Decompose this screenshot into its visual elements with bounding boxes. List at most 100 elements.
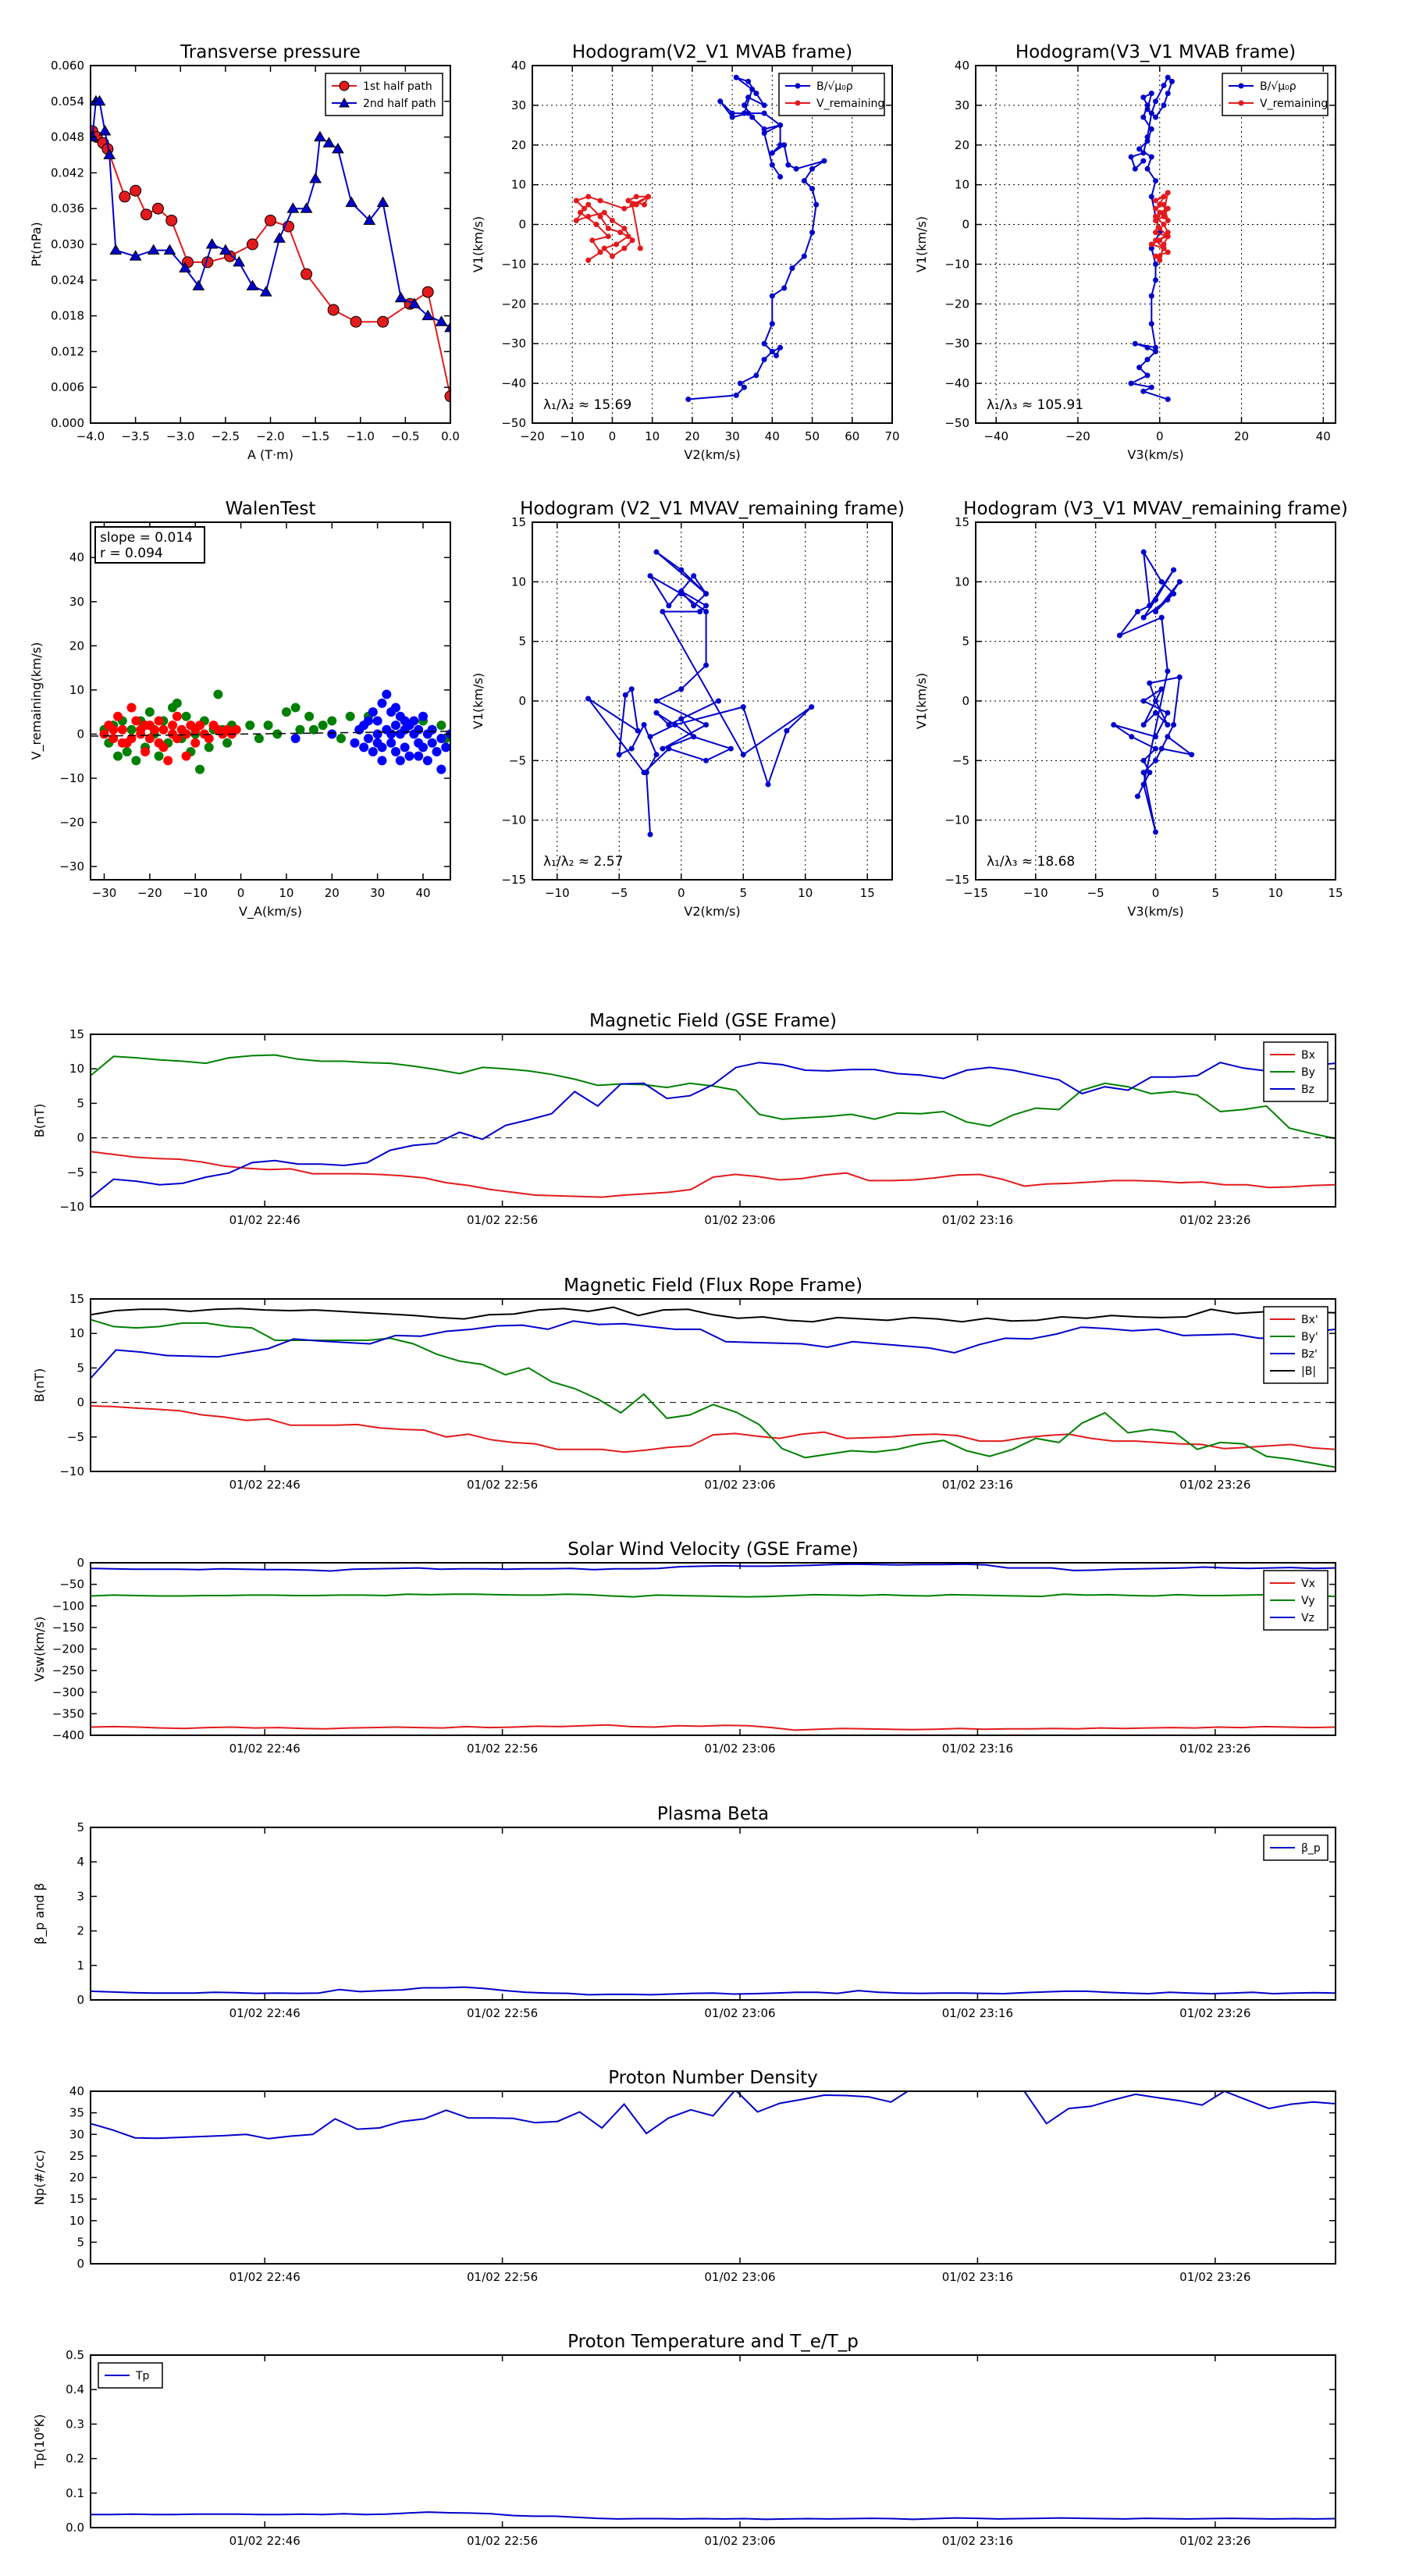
chart-title: Proton Number Density [608,2068,818,2088]
data-point [715,698,721,704]
data-point [1158,745,1165,752]
data-point [290,703,301,713]
annotation: λ₁/λ₂ ≈ 2.57 [543,854,623,870]
y-tick-label: 5 [76,1820,84,1834]
data-point [1153,829,1158,835]
data-point [1165,190,1171,196]
data-point [372,716,382,726]
data-point [1157,257,1163,263]
x-tick-label: −20 [520,429,545,443]
data-point [272,729,283,739]
data-point [233,255,246,267]
data-point [740,704,746,710]
data-point [641,201,647,208]
x-tick-label: −10 [183,886,208,900]
data-point [400,742,410,753]
data-point [1153,710,1158,716]
series-line-Vx [91,1724,1336,1731]
y-tick-label: 10 [511,575,526,589]
data-point [1132,340,1138,347]
data-point [809,229,816,236]
y-tick-label: 0.2 [66,2452,84,2466]
x-axis-label: V2(km/s) [684,904,740,919]
x-tick-label: 5 [1212,886,1220,900]
data-point [1148,91,1154,97]
x-tick-label: 40 [415,886,430,900]
x-tick-label: 01/02 23:26 [1179,1213,1250,1227]
chart-title: Magnetic Field (GSE Frame) [589,1011,837,1031]
data-point [126,724,137,735]
data-point [729,114,735,120]
data-point [1153,237,1158,244]
axes-frame [975,65,1336,424]
data-point [703,757,710,763]
y-axis-label: V1(km/s) [471,216,486,272]
data-point [1153,114,1158,120]
data-point [1161,222,1167,228]
data-point [749,87,756,93]
y-tick-label: 0.048 [51,130,84,144]
data-point [609,217,615,223]
data-point [1153,253,1158,259]
data-point [703,722,710,728]
data-point [777,142,784,148]
data-point [621,205,628,212]
stats-box [94,526,205,564]
data-point [414,751,424,761]
x-tick-label: 01/02 23:06 [704,2006,775,2020]
data-point [131,716,141,726]
data-point [685,396,692,402]
x-tick-label: −2.0 [256,429,284,443]
y-tick-label: 0 [962,218,969,232]
data-point [1140,549,1147,555]
data-point [625,197,631,204]
data-point [621,226,628,232]
data-point [444,321,450,333]
data-point [394,291,407,303]
data-point [733,74,739,80]
x-tick-label: −5 [1087,886,1104,900]
data-point [154,751,164,761]
data-point [1148,384,1154,390]
data-point [1136,146,1143,152]
x-tick-label: 01/02 23:16 [942,1478,1013,1492]
x-axis-label: V_A(km/s) [239,904,302,920]
data-point [436,734,446,744]
data-point [660,609,666,614]
x-tick-label: 30 [370,886,385,900]
data-point [785,162,791,168]
y-tick-label: −5 [952,753,969,767]
data-point [372,738,382,748]
legend-label: V_remaining [1260,98,1328,110]
data-point [172,698,182,708]
data-point [246,238,258,251]
data-point [372,729,382,739]
y-tick-label: 0 [76,2257,84,2271]
data-point [147,244,160,255]
y-tick-label: −5 [509,753,526,767]
x-tick-label: −20 [137,886,162,900]
series-line-By [91,1054,1336,1140]
y-axis-label: B(nT) [32,1104,47,1137]
data-point [761,126,767,132]
y-tick-label: 0 [76,1556,84,1570]
x-tick-label: −10 [560,429,585,443]
data-point [151,202,164,215]
x-tick-label: −2.5 [212,429,240,443]
y-tick-label: 0 [518,218,526,232]
data-point [1153,178,1158,184]
data-point [1129,734,1135,740]
x-tick-label: 01/02 23:06 [704,2270,775,2284]
data-point [390,703,400,713]
y-tick-label: 20 [955,138,969,152]
data-point [1144,372,1151,379]
panel-walen: −30 −20 −10 0 10 20 30 40 −30 −20 −10 0 10 20 30 40 Wale… [29,499,451,920]
data-point [377,756,387,766]
legend-label: 1st half path [363,80,432,93]
data-point [390,720,400,731]
legend-label: Bz' [1301,1348,1318,1361]
y-tick-label: 0.018 [51,309,84,323]
y-axis-label: V1(km/s) [914,673,929,729]
legend-label: V_remaining [816,98,884,110]
